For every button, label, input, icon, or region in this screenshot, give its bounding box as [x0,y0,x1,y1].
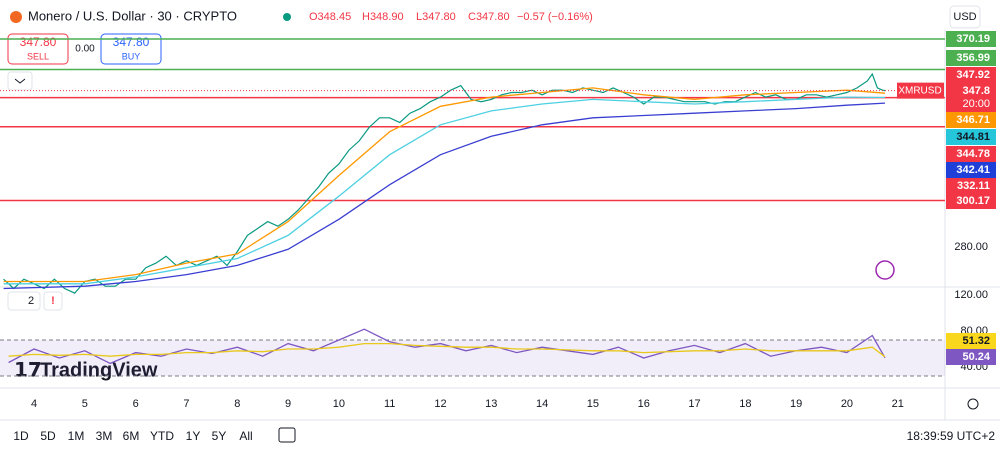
sell-price: 347.80 [20,35,57,49]
x-tick-label: 5 [82,398,88,410]
series-line [3,96,886,285]
price-label-bg [946,162,996,178]
x-tick-label: 21 [892,398,904,410]
indicator-count: 2 [28,295,34,307]
range-button[interactable]: 5D [40,429,56,443]
range-button[interactable]: YTD [150,429,174,443]
price-label: 346.71 [956,114,990,126]
chevron [14,78,26,84]
price-label: 50.24 [962,351,990,363]
x-tick-label: 15 [587,398,599,410]
collapse-button[interactable] [7,71,33,91]
price-label: 332.11 [957,180,990,192]
ohlc-high: H348.90 [362,11,404,23]
price-label-bg [946,146,996,162]
price-label-bg [946,50,996,66]
price-label: 51.32 [962,335,990,347]
price-label: 347.92 [956,69,990,81]
ohlc-close: C347.80 [468,11,510,23]
warning-icon: ! [51,295,55,307]
y-tick-label: 120.00 [954,289,988,301]
x-tick-label: 12 [434,398,446,410]
range-button[interactable]: 3M [96,429,113,443]
indicator-warning[interactable] [43,291,63,311]
x-tick-label: 4 [31,398,37,410]
price-label-bg [946,31,996,47]
y-tick-label: 280.00 [954,241,988,253]
x-tick-label: 10 [333,398,345,410]
series-line [3,87,886,283]
x-tick-label: 18 [739,398,751,410]
price-label-bg [946,178,996,194]
x-tick-label: 11 [384,398,395,410]
settings-icon[interactable] [967,398,979,410]
x-tick-label: 19 [790,398,802,410]
range-button[interactable]: 1D [13,429,29,443]
ohlc-low: L347.80 [416,11,456,23]
spread: 0.00 [75,44,95,55]
range-button[interactable]: 5Y [212,429,227,443]
x-tick-label: 17 [688,398,700,410]
price-label-bg [946,349,996,365]
price-label: 356.99 [956,52,990,64]
price-label-bg [946,129,996,145]
x-tick-label: 16 [638,398,650,410]
range-button[interactable]: 1Y [186,429,201,443]
currency: USD [953,11,976,23]
price-label-bg [946,67,996,83]
status-dot [283,13,291,21]
range-button[interactable]: 6M [123,429,140,443]
price-label: 344.78 [956,148,990,160]
countdown: 20:00 [962,98,990,110]
sell-button[interactable] [7,33,69,65]
series-line [8,342,886,358]
rsi-band [0,340,945,377]
symbol-tag: XMRUSD [898,85,941,96]
price-label: 344.81 [956,131,990,143]
ohlc-change: −0.57 (−0.16%) [517,11,593,23]
x-tick-label: 13 [485,398,497,410]
x-tick-label: 6 [133,398,139,410]
coin-icon [10,11,22,23]
price-label-bg [946,333,996,349]
x-tick-label: 20 [841,398,853,410]
range-button[interactable]: All [239,429,252,443]
alert-icon[interactable] [875,260,895,280]
buy-price: 347.80 [113,35,150,49]
logo-mark: 𝟭𝟳 [14,359,42,381]
buy-label: BUY [122,51,141,61]
clock: 18:39:59 UTC+2 [907,429,996,443]
price-label-bg [946,83,996,112]
price-label: 370.19 [956,33,990,45]
date-range-icon[interactable] [278,427,296,443]
x-tick-label: 7 [183,398,189,410]
symbol-tag-bg [897,82,944,99]
series-line [3,102,886,290]
ohlc-open: O348.45 [309,11,351,23]
range-button[interactable]: 1M [68,429,85,443]
symbol: Monero / U.S. Dollar · 30 · CRYPTO [28,8,237,23]
x-tick-label: 8 [234,398,240,410]
sell-label: SELL [27,51,49,61]
currency-button[interactable] [949,5,981,29]
buy-button[interactable] [100,33,162,65]
x-tick-label: 9 [285,398,291,410]
price-label-bg [946,112,996,128]
indicator-toggle[interactable] [7,291,41,311]
x-tick-label: 14 [536,398,548,410]
price-label: 300.17 [956,195,990,207]
price-label: 347.8 [962,85,990,97]
price-label: 342.41 [956,164,990,176]
series-line [3,72,886,294]
price-label-bg [946,193,996,209]
